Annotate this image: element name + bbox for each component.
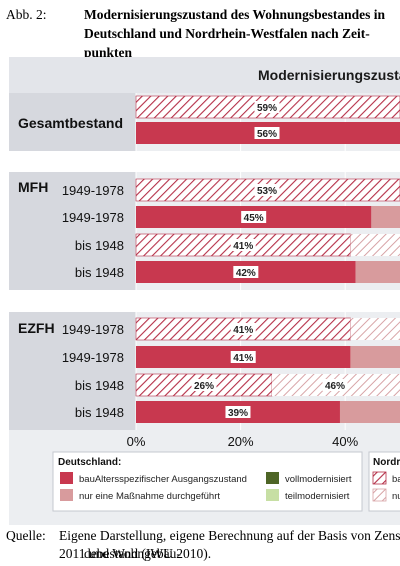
bar-label-2-2-0: 26%: [194, 381, 214, 392]
row-label-2-1: 1949-1978: [62, 350, 124, 365]
bar-label-2-0-0: 41%: [233, 325, 253, 336]
bar-label-1-0-0: 53%: [257, 186, 277, 197]
bar-label-2-2-1: 46%: [325, 381, 345, 392]
source-label: Quelle:: [6, 528, 46, 543]
legend-swatch-0: [60, 472, 73, 484]
bar-2-1-1: [350, 346, 400, 368]
source-text-2: debestand (IWU 2010).: [84, 546, 212, 561]
row-label-1-1: 1949-1978: [62, 210, 124, 225]
group-band-2: [9, 312, 136, 430]
bar-label-box-2-2-1: [322, 379, 348, 391]
bar-label-0-1-0: 56%: [257, 129, 277, 140]
legend-title-deutschland: Deutschland:: [58, 457, 121, 468]
group-label-2: EZFH: [18, 320, 55, 336]
bar-label-box-2-2-0: [191, 379, 217, 391]
x-tick-label-0: 0%: [127, 434, 146, 449]
group-band-1: [9, 172, 136, 290]
x-tick-label-2: 40%: [332, 434, 358, 449]
source-text: Eigene Darstellung, eigene Berechnung au…: [59, 528, 400, 561]
row-label-2-2: bis 1948: [75, 378, 124, 393]
legend-label-1: nur eine Maßnahme durchgeführt: [79, 491, 220, 502]
legend-label-0: bauAltersspezifischer Ausgangszustand: [79, 474, 247, 485]
legend-nrw-label-1: nur eine Maßnahme durchgeführt: [392, 491, 400, 502]
group-band-0: [9, 93, 136, 151]
group-label-1: MFH: [18, 179, 48, 195]
x-tick-label-1: 20%: [228, 434, 254, 449]
legend-label-2: vollmodernisiert: [285, 474, 352, 485]
legend-nrw-swatch-1: [372, 488, 387, 502]
legend-swatch-2: [266, 472, 279, 484]
bar-label-box-0-1-0: [254, 127, 280, 139]
caption-label: Abb. 2:: [6, 7, 47, 22]
group-gap-label-2: [9, 290, 136, 312]
legend-nrw-swatch-0: [372, 471, 387, 485]
bar-label-box-1-0-0: [254, 184, 280, 196]
chart-title: Modernisierungszustand: [258, 67, 400, 83]
bar-label-box-0-0-0: [254, 101, 280, 113]
caption-text: Modernisierungszustand des Wohnungsbesta…: [84, 7, 385, 60]
group-gap-label-1: [9, 151, 136, 172]
group-gap-2: [136, 290, 400, 312]
bar-label-2-1-0: 41%: [233, 353, 253, 364]
bar-1-2-1: [350, 234, 400, 256]
bar-label-box-2-1-0: [230, 351, 256, 363]
bar-2-0-1: [350, 318, 400, 340]
bar-1-3-1: [355, 261, 400, 283]
legend-title-nrw: Nordrhein-Westfalen:: [373, 457, 400, 468]
bar-2-3-1: [339, 401, 400, 423]
bar-label-2-3-0: 39%: [228, 408, 248, 419]
bar-label-box-1-2-0: [230, 239, 256, 251]
group-gap-1: [136, 151, 400, 172]
chart-title-bar: [9, 57, 400, 93]
row-label-2-0: 1949-1978: [62, 322, 124, 337]
figure-source: Quelle: Eigene Darstellung, eigene Berec…: [6, 527, 400, 566]
bar-1-1-1: [371, 206, 400, 228]
row-label-1-2: bis 1948: [75, 238, 124, 253]
row-label-1-0: 1949-1978: [62, 183, 124, 198]
bar-label-1-3-0: 42%: [236, 268, 256, 279]
bar-label-1-1-0: 45%: [244, 213, 264, 224]
legend-swatch-3: [266, 489, 279, 501]
bar-label-1-2-0: 41%: [233, 241, 253, 252]
legend-nrw-label-0: bauAltersspezifischer Ausgangszustand: [392, 474, 400, 485]
figure-caption: Abb. 2: Modernisierungszustand des Wohnu…: [6, 5, 400, 60]
legend-deutschland: [52, 451, 363, 512]
row-label-1-3: bis 1948: [75, 265, 124, 280]
bar-label-0-0-0: 59%: [257, 103, 277, 114]
bar-label-box-2-0-0: [230, 323, 256, 335]
bar-label-box-2-3-0: [225, 406, 251, 418]
legend-label-3: teilmodernisiert: [285, 491, 350, 502]
legend-swatch-1: [60, 489, 73, 501]
row-label-2-3: bis 1948: [75, 405, 124, 420]
bar-label-box-1-1-0: [241, 211, 267, 223]
bar-label-box-1-3-0: [233, 266, 259, 278]
group-label-0: Gesamtbestand: [18, 115, 123, 131]
